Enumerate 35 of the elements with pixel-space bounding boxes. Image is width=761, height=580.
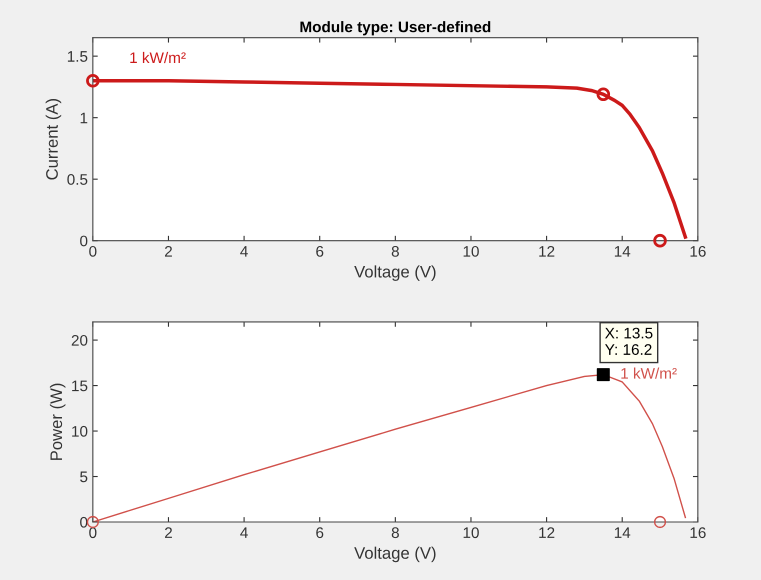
annotation: X: 13.5 Y: 16.2 [605,328,652,355]
y-tick-label: 0.5 [67,174,88,185]
x-tick-label: 6 [316,527,324,538]
y-tick-label: 1.5 [68,51,88,62]
x-tick-label: 10 [464,527,479,538]
x-tick-label: 0 [89,527,96,538]
x-tick-label: 8 [392,527,399,538]
chart-title: Module type: User-defined [300,21,490,36]
y-tick-label: 10 [72,426,88,437]
y-tick-label: 5 [80,472,88,482]
x-tick-label: 6 [316,246,324,257]
y-tick-label: 0 [80,236,88,246]
x-tick-label: 14 [614,527,630,538]
y-tick-label: 0 [80,516,88,528]
y-tick-label: 20 [72,334,88,346]
annotation: 1 kW/m² [621,368,677,379]
x-axis-title: Voltage (V) [354,265,436,281]
x-tick-label: 16 [690,527,706,538]
x-axis-title: Voltage (V) [354,546,436,562]
x-tick-label: 4 [240,246,248,257]
x-tick-label: 0 [89,246,96,257]
x-tick-label: 4 [240,527,248,538]
y-axis-title: Power (W) [50,384,66,460]
x-tick-label: 14 [614,246,630,257]
x-tick-label: 16 [690,246,706,257]
x-tick-label: 2 [164,246,172,257]
x-tick-label: 10 [464,246,479,257]
y-tick-label: 15 [72,380,88,392]
x-tick-label: 12 [539,527,554,538]
x-tick-label: 2 [164,527,172,538]
x-tick-label: 12 [539,246,554,257]
annotation: 1 kW/m² [130,52,186,64]
y-tick-label: 1 [80,112,88,124]
x-tick-label: 8 [392,246,399,257]
y-axis-title: Current (A) [46,99,62,180]
